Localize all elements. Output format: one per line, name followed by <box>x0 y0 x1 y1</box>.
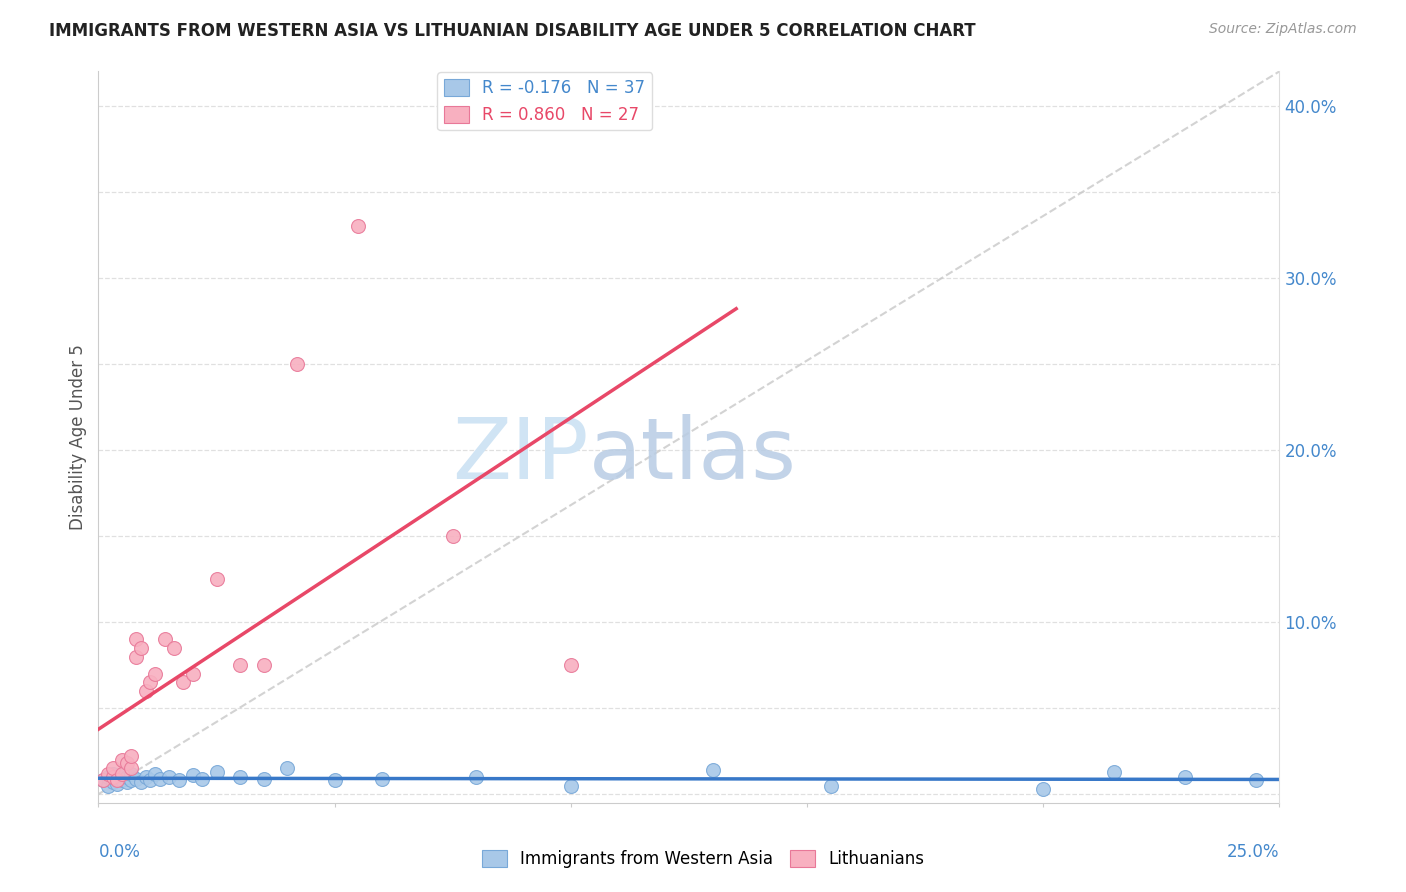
Point <box>285 357 308 371</box>
Point <box>163 640 186 655</box>
Point <box>139 675 162 690</box>
Point <box>121 761 143 775</box>
Point <box>129 775 152 789</box>
Point <box>157 770 180 784</box>
Text: 25.0%: 25.0% <box>1227 843 1279 861</box>
Point <box>91 773 114 788</box>
Point <box>465 770 488 784</box>
Point <box>702 763 724 777</box>
Point <box>205 572 228 586</box>
Point <box>253 658 276 673</box>
Point <box>181 666 204 681</box>
Point <box>115 770 138 784</box>
Point <box>191 772 214 786</box>
Point <box>1174 770 1197 784</box>
Point <box>101 766 124 780</box>
Point <box>129 640 152 655</box>
Point <box>1244 773 1267 788</box>
Point <box>97 770 120 784</box>
Point <box>97 766 120 780</box>
Point <box>229 658 252 673</box>
Point <box>229 770 252 784</box>
Point <box>105 777 128 791</box>
Point <box>153 632 176 647</box>
Legend: R = -0.176   N = 37, R = 0.860   N = 27: R = -0.176 N = 37, R = 0.860 N = 27 <box>437 72 652 130</box>
Point <box>115 775 138 789</box>
Legend: Immigrants from Western Asia, Lithuanians: Immigrants from Western Asia, Lithuanian… <box>475 843 931 875</box>
Point <box>323 773 346 788</box>
Point <box>167 773 190 788</box>
Point <box>111 766 134 780</box>
Point <box>1102 764 1125 779</box>
Point <box>111 773 134 788</box>
Point <box>111 753 134 767</box>
Point <box>135 770 157 784</box>
Point <box>371 772 394 786</box>
Point <box>105 773 128 788</box>
Point <box>276 761 298 775</box>
Point <box>441 529 464 543</box>
Point <box>125 772 148 786</box>
Point <box>181 768 204 782</box>
Point <box>135 684 157 698</box>
Point <box>101 761 124 775</box>
Point <box>125 649 148 664</box>
Point <box>149 772 172 786</box>
Point <box>111 768 134 782</box>
Text: atlas: atlas <box>589 414 797 497</box>
Point <box>105 772 128 786</box>
Y-axis label: Disability Age Under 5: Disability Age Under 5 <box>69 344 87 530</box>
Point <box>101 770 124 784</box>
Point <box>347 219 370 234</box>
Point <box>560 658 582 673</box>
Point <box>205 764 228 779</box>
Point <box>115 756 138 771</box>
Point <box>97 779 120 793</box>
Text: 0.0%: 0.0% <box>98 843 141 861</box>
Text: ZIP: ZIP <box>453 414 589 497</box>
Point <box>253 772 276 786</box>
Point <box>820 779 842 793</box>
Point <box>121 749 143 764</box>
Point <box>143 766 166 780</box>
Text: Source: ZipAtlas.com: Source: ZipAtlas.com <box>1209 22 1357 37</box>
Point <box>172 675 194 690</box>
Point <box>1032 782 1054 797</box>
Point <box>101 775 124 789</box>
Point <box>143 666 166 681</box>
Point <box>121 773 143 788</box>
Text: IMMIGRANTS FROM WESTERN ASIA VS LITHUANIAN DISABILITY AGE UNDER 5 CORRELATION CH: IMMIGRANTS FROM WESTERN ASIA VS LITHUANI… <box>49 22 976 40</box>
Point <box>560 779 582 793</box>
Point <box>139 773 162 788</box>
Point <box>91 773 114 788</box>
Point <box>125 632 148 647</box>
Point <box>121 766 143 780</box>
